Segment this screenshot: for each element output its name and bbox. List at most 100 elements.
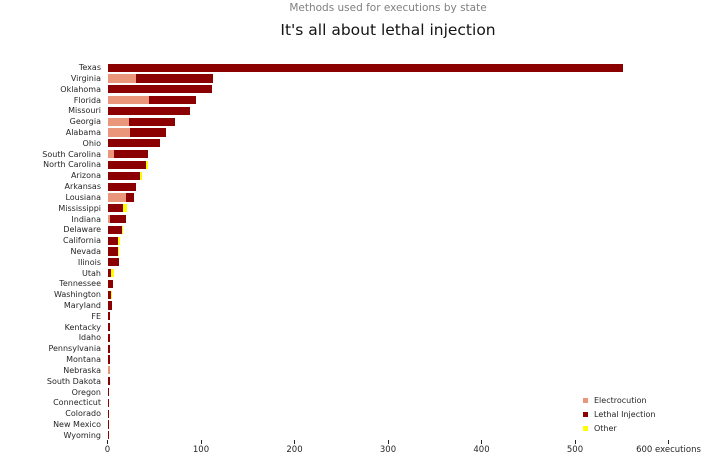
bar-segment-lethal-injection (107, 225, 122, 234)
x-axis-tick (107, 440, 108, 444)
y-axis-label-state: Missouri (68, 106, 101, 116)
y-axis-label-state: Nebraska (63, 365, 101, 375)
bar-segment-electrocution (107, 96, 149, 105)
x-axis-tick (294, 440, 295, 444)
bar-segment-lethal-injection (126, 193, 134, 202)
chart-subtitle: Methods used for executions by state (289, 2, 487, 14)
y-axis-label-state: Georgia (69, 117, 101, 127)
legend-item-lethal-injection: Lethal Injection (583, 408, 655, 422)
x-axis-tick-label: 600 executions (636, 445, 701, 455)
bar-segment-other (145, 160, 148, 170)
bar-segment-lethal-injection (107, 279, 114, 288)
y-axis-label-state: Mississippi (58, 203, 101, 213)
y-axis-label-state: Utah (82, 268, 101, 278)
x-axis-tick-label: 300 (379, 445, 397, 455)
x-axis-tick (481, 440, 482, 444)
y-axis-label-state: Colorado (65, 409, 101, 419)
x-axis-tick (387, 440, 389, 444)
y-axis-label-state: Ilinois (77, 257, 101, 267)
bar-segment-other (123, 204, 128, 213)
other-swatch-icon (583, 425, 588, 431)
bar-segment-lethal-injection (136, 74, 214, 83)
bar-segment-lethal-injection (114, 150, 148, 159)
y-axis-label-state: Tennessee (59, 279, 101, 289)
y-axis-label-state: Delaware (63, 225, 101, 235)
x-axis-tick-label: 400 (473, 445, 490, 455)
y-axis-label-state: Oregon (71, 387, 101, 397)
y-axis-label-state: North Carolina (43, 160, 101, 170)
legend-label: Lethal Injection (594, 410, 656, 420)
bar-segment-other (117, 247, 119, 256)
bar-segment-lethal-injection (107, 182, 137, 191)
legend-item-electrocution: Electrocution (583, 394, 655, 408)
y-axis-label-state: Arkansas (64, 182, 101, 192)
y-axis-label-state: Florida (73, 95, 101, 105)
bar-segment-lethal-injection (107, 398, 109, 407)
y-axis-label-state: Idaho (78, 333, 101, 343)
electrocution-swatch-icon (583, 398, 588, 404)
legend-label: Electrocution (594, 396, 647, 406)
bar-segment-other (121, 225, 123, 234)
x-axis-tick (574, 440, 576, 444)
y-axis-label-state: Indiana (71, 214, 101, 224)
bar-segment-lethal-injection (129, 117, 175, 126)
x-axis-tick (668, 440, 669, 444)
y-axis-label-state: Maryland (63, 301, 101, 311)
bar-segment-lethal-injection (107, 377, 111, 386)
bar-segment-lethal-injection (107, 139, 160, 148)
bar-segment-electrocution (107, 150, 115, 159)
bar-segment-electrocution (107, 214, 111, 224)
bar-segment-lethal-injection (107, 301, 113, 310)
y-axis-label-state: Texas (78, 63, 101, 73)
x-axis-tick (200, 440, 202, 444)
bar-segment-other (111, 268, 115, 278)
bar-segment-lethal-injection (107, 160, 146, 170)
bar-segment-electrocution (107, 193, 127, 202)
bar-segment-electrocution (107, 74, 137, 83)
x-axis-tick-label: 500 (566, 445, 584, 455)
bar-segment-electrocution (107, 366, 111, 375)
bar-segment-lethal-injection (107, 323, 111, 332)
y-axis-label-state: Alabama (65, 128, 101, 138)
y-axis-label-state: New Mexico (53, 419, 101, 429)
bar-segment-lethal-injection (107, 312, 111, 321)
y-axis-label-state: South Carolina (42, 149, 101, 159)
y-axis-label-state: FE (91, 311, 101, 321)
y-axis-label-state: Pennsylvania (48, 344, 101, 354)
bar-segment-lethal-injection (107, 171, 141, 180)
bar-segment-lethal-injection (107, 333, 111, 343)
bar-segment-other (111, 290, 113, 299)
bar-segment-other (140, 171, 143, 180)
bar-segment-lethal-injection (107, 431, 109, 440)
bar-segment-other (117, 236, 120, 245)
y-axis-label-state: Lousiana (65, 192, 101, 202)
bar-segment-lethal-injection (107, 268, 112, 278)
y-axis-label-state: Wyoming (63, 430, 101, 440)
bar-segment-lethal-injection (107, 290, 112, 299)
lethal-injection-swatch-icon (583, 412, 588, 418)
bar-segment-lethal-injection (148, 96, 197, 105)
y-axis-label-state: Oklahoma (60, 84, 101, 94)
bar-segment-electrocution (107, 128, 130, 137)
bar-segment-lethal-injection (107, 420, 109, 429)
bar-segment-lethal-injection (107, 236, 118, 245)
x-axis-tick-label: 0 (104, 445, 111, 455)
bar-segment-lethal-injection (107, 387, 110, 397)
bar-segment-lethal-injection (107, 355, 111, 364)
legend: Electrocution Lethal Injection Other (583, 394, 655, 435)
bar-segment-lethal-injection (107, 85, 213, 94)
y-axis-label-state: Montana (66, 355, 101, 365)
bar-segment-electrocution (107, 117, 129, 126)
legend-label: Other (594, 423, 617, 433)
y-axis-label-state: Virginia (70, 74, 101, 83)
x-axis-tick-label: 100 (192, 445, 210, 455)
bar-segment-lethal-injection (107, 258, 119, 267)
bar-segment-lethal-injection (107, 409, 109, 418)
y-axis-label-state: Kentacky (64, 322, 101, 332)
bar-segment-lethal-injection (107, 63, 623, 72)
bar-segment-lethal-injection (110, 214, 127, 224)
x-axis-tick-label: 200 (286, 445, 303, 455)
bar-segment-lethal-injection (107, 247, 118, 256)
bar-segment-lethal-injection (107, 344, 111, 353)
